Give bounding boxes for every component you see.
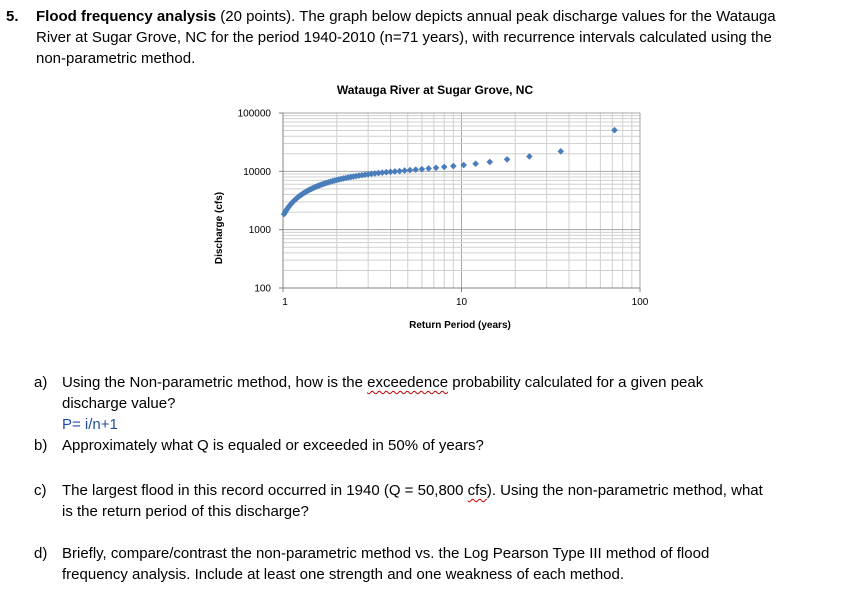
data-point bbox=[611, 126, 618, 134]
data-point bbox=[382, 168, 390, 176]
y-tick-label: 100000 bbox=[238, 109, 272, 120]
part-c-label: c) bbox=[34, 482, 47, 499]
data-point bbox=[406, 166, 414, 174]
question-points: (20 points). bbox=[220, 8, 296, 25]
part-b-text: Approximately what Q is equaled or excee… bbox=[62, 437, 484, 454]
part-d-label: d) bbox=[34, 545, 48, 562]
x-tick-label: 10 bbox=[456, 297, 468, 308]
part-c-misspelled-word: cfs bbox=[467, 482, 487, 499]
question-text-line2: River at Sugar Grove, NC for the period … bbox=[36, 29, 772, 46]
part-d: d) Briefly, compare/contrast the non-para… bbox=[34, 543, 834, 585]
y-axis-label: Discharge (cfs) bbox=[214, 192, 225, 264]
y-tick-label: 100 bbox=[254, 284, 271, 295]
part-b: b) Approximately what Q is equaled or exc… bbox=[34, 435, 834, 456]
data-point bbox=[486, 158, 494, 166]
part-a-text-line2: discharge value? bbox=[62, 395, 176, 412]
part-d-text-line2: frequency analysis. Include at least one… bbox=[62, 566, 625, 583]
data-point bbox=[557, 148, 565, 155]
x-tick-label: 100 bbox=[632, 297, 649, 308]
x-tick-label: 1 bbox=[282, 297, 288, 308]
data-point bbox=[503, 156, 511, 163]
data-point bbox=[440, 163, 448, 171]
question-title: Flood frequency analysis bbox=[36, 8, 217, 25]
data-point bbox=[391, 168, 399, 175]
chart: Watauga River at Sugar Grove, NC Dischar… bbox=[200, 78, 650, 343]
data-point bbox=[418, 165, 426, 173]
data-point bbox=[526, 153, 533, 160]
y-tick-label: 1000 bbox=[249, 225, 272, 236]
data-point bbox=[361, 171, 369, 179]
part-a-answer: P= i/n+1 bbox=[62, 416, 118, 433]
chart-title: Watauga River at Sugar Grove, NC bbox=[337, 83, 534, 97]
x-axis-label: Return Period (years) bbox=[409, 320, 511, 331]
question-text-line3: non-parametric method. bbox=[36, 50, 196, 67]
part-a-label: a) bbox=[34, 374, 48, 391]
part-a-misspelled-word: exceedence bbox=[367, 374, 449, 391]
question-5: 5. Flood frequency analysis (20 points). … bbox=[6, 6, 836, 69]
data-point bbox=[450, 162, 457, 170]
chart-svg: Watauga River at Sugar Grove, NC Dischar… bbox=[214, 83, 649, 331]
part-c: c) The largest flood in this record occur… bbox=[34, 480, 834, 522]
part-c-text-pre: The largest flood in this record occurre… bbox=[62, 482, 468, 499]
question-number: 5. bbox=[6, 8, 19, 25]
part-c-text-line2: is the return period of this discharge? bbox=[62, 503, 309, 520]
data-point bbox=[358, 171, 366, 179]
part-c-text-post: ). Using the non-parametric method, what bbox=[486, 482, 763, 499]
data-point bbox=[371, 170, 379, 177]
data-point bbox=[396, 167, 403, 175]
data-point bbox=[472, 160, 479, 168]
part-d-text-line1: Briefly, compare/contrast the non-parame… bbox=[62, 545, 710, 562]
part-a-text-pre: Using the Non-parametric method, how is … bbox=[62, 374, 368, 391]
data-point bbox=[432, 164, 440, 172]
question-text-line1: The graph below depicts annual peak disc… bbox=[299, 8, 776, 25]
part-a: a) Using the Non-parametric method, how i… bbox=[34, 372, 834, 435]
part-b-label: b) bbox=[34, 437, 48, 454]
data-point bbox=[412, 166, 419, 173]
part-a-text-post: probability calculated for a given peak bbox=[448, 374, 704, 391]
y-tick-label: 10000 bbox=[243, 167, 271, 178]
data-point bbox=[425, 165, 432, 172]
data-point bbox=[368, 170, 375, 178]
